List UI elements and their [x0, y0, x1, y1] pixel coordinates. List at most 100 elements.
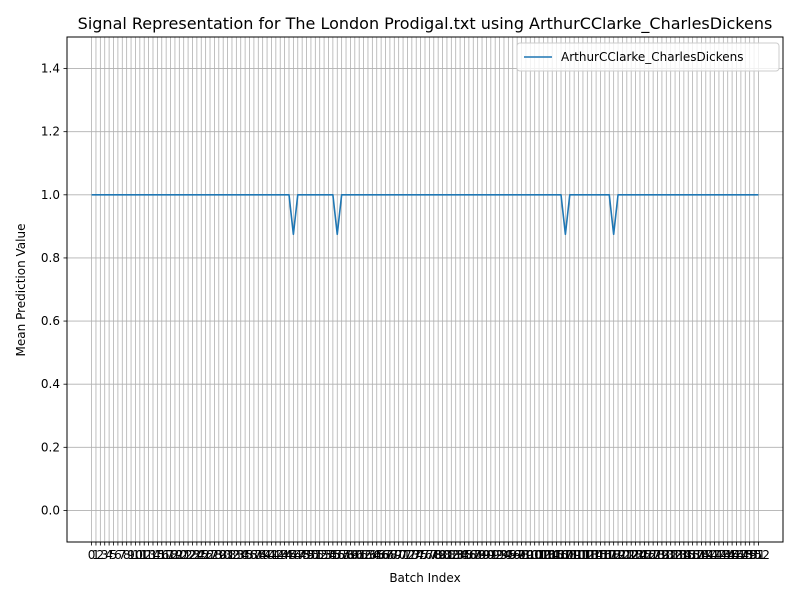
- x-tick-label: 74: [409, 548, 424, 562]
- x-tick-label: 143: [707, 548, 730, 562]
- x-tick-label: 45: [281, 548, 296, 562]
- x-tick-label: 130: [650, 548, 673, 562]
- x-tick-label: 63: [360, 548, 375, 562]
- x-tick-label: 91: [483, 548, 498, 562]
- y-tick-label: 1.4: [41, 62, 60, 76]
- x-tick-label: 42: [268, 548, 283, 562]
- x-tick-label: 12: [137, 548, 152, 562]
- x-tick-label: 79: [431, 548, 446, 562]
- x-tick-label: 109: [558, 548, 581, 562]
- x-tick-label: 11: [132, 548, 147, 562]
- x-tick-label: 38: [251, 548, 266, 562]
- x-tick-label: 60: [347, 548, 362, 562]
- x-tick-label: 122: [615, 548, 638, 562]
- x-tick-label: 118: [598, 548, 621, 562]
- x-tick-label: 70: [391, 548, 406, 562]
- x-tick-label: 133: [664, 548, 687, 562]
- x-tick-label: 112: [571, 548, 594, 562]
- x-tick-label: 7: [118, 548, 126, 562]
- x-tick-label: 32: [224, 548, 239, 562]
- x-tick-label: 123: [620, 548, 643, 562]
- x-tick-label: 119: [602, 548, 625, 562]
- x-tick-label: 145: [716, 548, 739, 562]
- x-tick-label: 17: [159, 548, 174, 562]
- x-tick-label: 71: [395, 548, 410, 562]
- x-tick-label: 41: [264, 548, 279, 562]
- x-tick-label: 106: [545, 548, 568, 562]
- x-tick-label: 89: [474, 548, 489, 562]
- x-tick-label: 137: [681, 548, 704, 562]
- x-tick-label: 125: [629, 548, 652, 562]
- x-tick-label: 25: [194, 548, 209, 562]
- x-tick-label: 98: [514, 548, 529, 562]
- x-tick-label: 134: [668, 548, 691, 562]
- x-tick-label: 48: [295, 548, 310, 562]
- x-tick-label: 144: [712, 548, 735, 562]
- x-gridlines: [91, 37, 759, 542]
- x-tick-label: 40: [259, 548, 274, 562]
- x-tick-label: 61: [352, 548, 367, 562]
- x-tick-label: 120: [607, 548, 630, 562]
- x-tick-label: 146: [721, 548, 744, 562]
- y-tick-label: 0.8: [41, 251, 60, 265]
- x-tick-label: 8: [123, 548, 131, 562]
- x-tick-label: 115: [585, 548, 608, 562]
- x-tick-label: 21: [176, 548, 191, 562]
- x-tick-label: 90: [479, 548, 494, 562]
- x-tick-label: 30: [216, 548, 231, 562]
- x-tick-label: 116: [589, 548, 612, 562]
- x-tick-label: 66: [373, 548, 388, 562]
- x-tick-label: 16: [154, 548, 169, 562]
- x-tick-label: 76: [417, 548, 432, 562]
- x-tick-label: 4: [105, 548, 113, 562]
- x-tick-label: 39: [255, 548, 270, 562]
- x-tick-label: 24: [189, 548, 204, 562]
- x-tick-label: 139: [690, 548, 713, 562]
- x-tick-label: 128: [642, 548, 665, 562]
- x-tick-label: 96: [505, 548, 520, 562]
- y-tick-label: 0.2: [41, 440, 60, 454]
- x-tick-label: 99: [518, 548, 533, 562]
- series-line: [91, 194, 759, 236]
- x-tick-label: 23: [185, 548, 200, 562]
- x-tick-label: 113: [576, 548, 599, 562]
- x-tick-label: 149: [734, 548, 757, 562]
- x-tick-label: 0: [88, 548, 96, 562]
- x-tick-label: 147: [725, 548, 748, 562]
- x-tick-label: 47: [290, 548, 305, 562]
- x-tick-label: 27: [202, 548, 217, 562]
- x-axis-label: Batch Index: [389, 571, 460, 585]
- x-tick-label: 64: [365, 548, 380, 562]
- x-tick-label: 114: [580, 548, 603, 562]
- legend-box: [516, 42, 780, 72]
- x-tick-label: 88: [470, 548, 485, 562]
- legend: ArthurCClarke_CharlesDickens: [516, 42, 780, 72]
- x-tick-label: 111: [567, 548, 590, 562]
- x-tick-label: 9: [127, 548, 135, 562]
- x-tick-label: 101: [523, 548, 546, 562]
- x-tick-label: 14: [145, 548, 160, 562]
- x-tick-label: 142: [703, 548, 726, 562]
- x-tick-label: 36: [242, 548, 257, 562]
- x-tick-label: 148: [729, 548, 752, 562]
- x-tick-label: 78: [426, 548, 441, 562]
- chart-title: Signal Representation for The London Pro…: [78, 14, 773, 34]
- x-tick-label: 104: [536, 548, 559, 562]
- x-tick-label: 37: [246, 548, 261, 562]
- x-tick-label: 13: [141, 548, 156, 562]
- x-tick-label: 126: [633, 548, 656, 562]
- x-tick-label: 69: [387, 548, 402, 562]
- x-tick-label: 94: [496, 548, 511, 562]
- x-tick-label: 138: [686, 548, 709, 562]
- x-tick-label: 62: [356, 548, 371, 562]
- x-tick-label: 84: [452, 548, 467, 562]
- x-tick-label: 35: [237, 548, 252, 562]
- x-tick-label: 2: [97, 548, 105, 562]
- x-tick-label: 75: [413, 548, 428, 562]
- x-tick-label: 93: [492, 548, 507, 562]
- x-tick-label: 131: [655, 548, 678, 562]
- x-tick-label: 5: [110, 548, 118, 562]
- y-tick-label: 1.2: [41, 125, 60, 139]
- x-tick-label: 141: [699, 548, 722, 562]
- x-tick-label: 81: [439, 548, 454, 562]
